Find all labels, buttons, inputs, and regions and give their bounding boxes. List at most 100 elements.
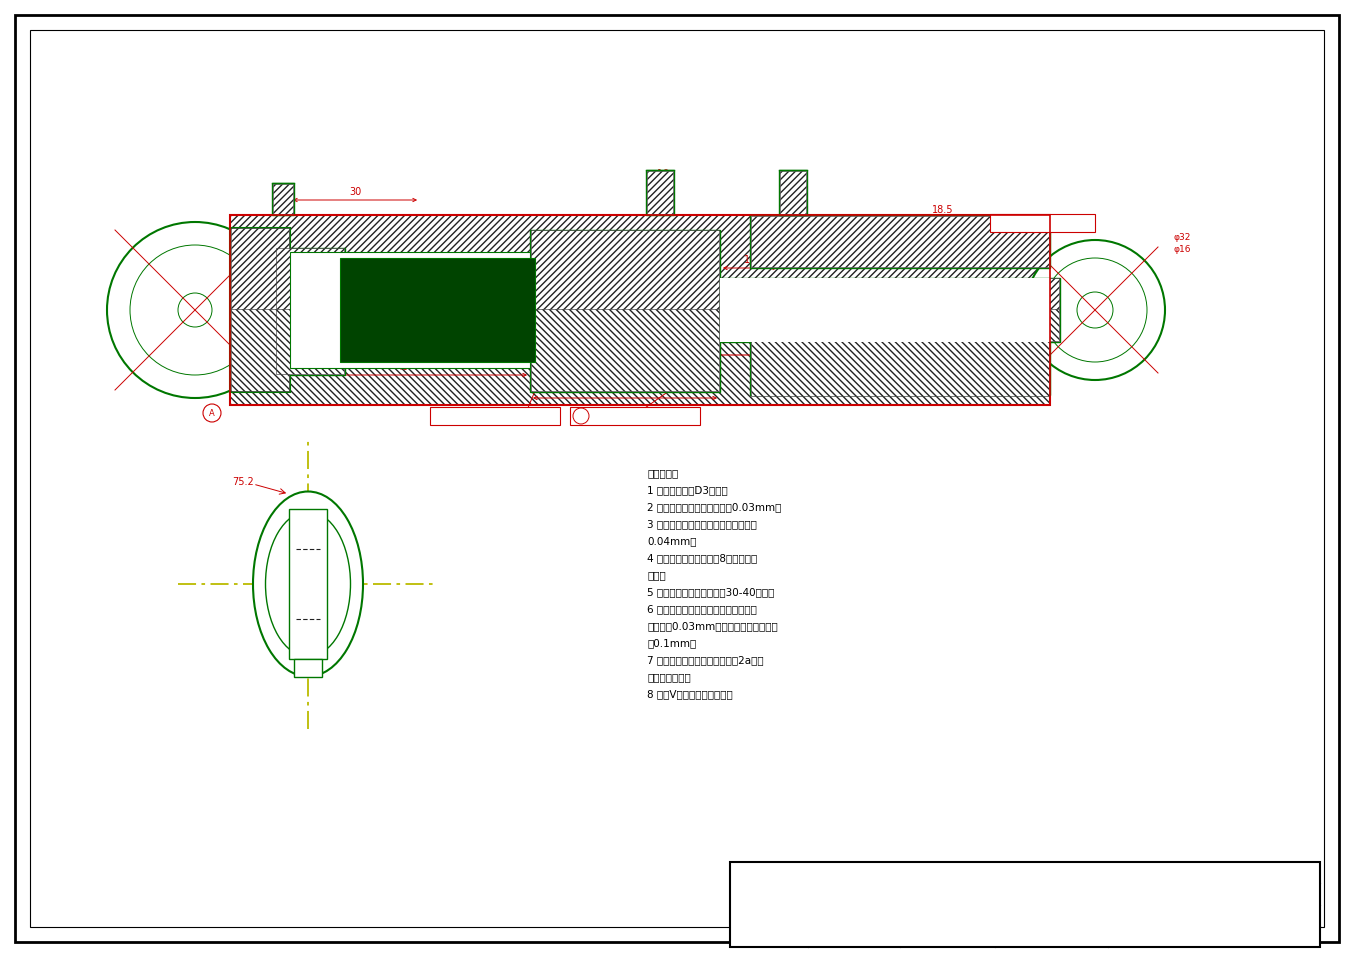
Text: 30: 30 — [349, 187, 362, 197]
Text: φ16: φ16 — [651, 168, 669, 177]
Text: /: / — [440, 411, 443, 421]
Bar — [395, 268, 435, 352]
Bar — [646, 170, 674, 215]
Bar — [780, 171, 806, 214]
Text: 40: 40 — [397, 362, 409, 372]
Circle shape — [1025, 240, 1164, 380]
Bar — [230, 310, 1049, 405]
Text: 移不大于0.03mm，其轴线不垂直度不大: 移不大于0.03mm，其轴线不垂直度不大 — [647, 621, 777, 631]
Text: /: / — [998, 218, 1002, 228]
Circle shape — [177, 293, 213, 327]
Text: φ16: φ16 — [1173, 244, 1190, 254]
Text: 50: 50 — [619, 255, 631, 265]
Text: 学号: 学号 — [812, 931, 826, 942]
Text: R16: R16 — [127, 355, 145, 365]
Bar — [340, 258, 535, 362]
Bar — [720, 278, 1060, 342]
Text: φ40: φ40 — [168, 243, 185, 253]
Bar — [431, 407, 561, 425]
Circle shape — [1043, 258, 1147, 362]
Ellipse shape — [253, 492, 363, 677]
Bar — [720, 309, 1059, 341]
Bar — [720, 278, 1049, 342]
Bar — [274, 184, 292, 214]
Text: φ50: φ50 — [168, 233, 185, 241]
Text: 比例: 比例 — [904, 910, 918, 920]
Bar — [275, 248, 345, 375]
Bar — [720, 278, 1059, 310]
Text: 形磨；: 形磨； — [647, 570, 666, 580]
Text: 7.5: 7.5 — [364, 285, 376, 295]
Text: 审核: 审核 — [735, 910, 749, 920]
Text: 3 端面固定缸头的缸体的端面跳动不大: 3 端面固定缸头的缸体的端面跳动不大 — [647, 519, 757, 529]
Text: 于0.1mm；: 于0.1mm； — [647, 638, 696, 648]
Text: 19.2: 19.2 — [244, 376, 261, 385]
Ellipse shape — [265, 511, 351, 657]
Bar — [529, 230, 720, 392]
Text: 35钐: 35钐 — [1039, 866, 1064, 879]
Bar — [230, 228, 290, 392]
Bar — [750, 215, 1049, 268]
Circle shape — [107, 222, 283, 398]
Text: 共 1 张  第 1 张: 共 1 张 第 1 张 — [974, 931, 1034, 942]
Bar — [288, 509, 328, 659]
Bar — [232, 228, 288, 310]
Text: φ32: φ32 — [1173, 233, 1190, 241]
Text: φ6: φ6 — [278, 199, 288, 209]
Bar — [230, 215, 1049, 405]
Text: A: A — [209, 409, 215, 417]
Text: 20: 20 — [445, 285, 455, 295]
Bar — [276, 248, 344, 310]
Circle shape — [1076, 292, 1113, 328]
Bar — [230, 215, 1049, 405]
Text: 16: 16 — [619, 385, 631, 395]
Text: 173.5: 173.5 — [626, 342, 654, 352]
Bar — [290, 252, 529, 368]
Text: 6 后耳环销孔中心线对缸体内径的轴偏: 6 后耳环销孔中心线对缸体内径的轴偏 — [647, 604, 757, 614]
Text: A: A — [682, 412, 689, 420]
Text: 0.04mm；: 0.04mm； — [647, 536, 696, 546]
Text: 16: 16 — [743, 255, 756, 265]
Text: 75.2: 75.2 — [232, 477, 255, 487]
Text: 1 缸体内径采用D3配合；: 1 缸体内径采用D3配合； — [647, 485, 727, 495]
Circle shape — [130, 245, 260, 375]
Bar — [232, 309, 288, 391]
Text: A: A — [543, 412, 550, 420]
Text: φ8: φ8 — [654, 180, 666, 189]
Text: 技术要求：: 技术要求： — [647, 468, 678, 478]
Bar — [345, 262, 395, 358]
Bar — [276, 309, 344, 374]
Text: φ0.002: φ0.002 — [615, 412, 646, 420]
Bar — [751, 341, 1049, 396]
Text: 4 缸体内表面的光洁度为8级，普通行: 4 缸体内表面的光洁度为8级，普通行 — [647, 553, 757, 563]
Text: 18.5: 18.5 — [932, 205, 953, 215]
Bar — [779, 170, 807, 215]
Bar — [230, 215, 1049, 310]
Text: 1:1: 1:1 — [1043, 910, 1060, 920]
Text: 7 缸体与缸盖用螺纹连接，采用2a级精: 7 缸体与缸盖用螺纹连接，采用2a级精 — [647, 655, 764, 665]
Bar — [750, 342, 1049, 395]
Text: 班级: 班级 — [735, 931, 749, 942]
Bar — [647, 171, 673, 214]
Text: 度的公制螺纹；: 度的公制螺纹； — [647, 672, 691, 682]
Text: 7: 7 — [487, 300, 493, 308]
Text: 活塞缸: 活塞缸 — [1201, 908, 1227, 923]
Bar — [751, 216, 1049, 267]
Text: φ0.002: φ0.002 — [474, 412, 506, 420]
Text: 图样代号: 图样代号 — [1201, 931, 1227, 942]
Bar — [730, 862, 1320, 947]
Text: T: T — [167, 293, 173, 303]
Bar — [990, 214, 1095, 232]
Text: 0.005: 0.005 — [1037, 218, 1063, 228]
Bar — [272, 183, 294, 215]
Text: 设计: 设计 — [735, 868, 749, 878]
Bar — [531, 309, 719, 391]
Bar — [531, 230, 719, 310]
Text: 校核: 校核 — [735, 889, 749, 899]
Bar — [720, 278, 750, 342]
Text: 14: 14 — [395, 300, 405, 308]
Text: 5 缸体表面进行退钓厚度为30-40微米；: 5 缸体表面进行退钓厚度为30-40微米； — [647, 587, 774, 597]
Bar — [294, 659, 322, 677]
Text: 8 采用V型密封圈进行密封。: 8 采用V型密封圈进行密封。 — [647, 689, 733, 699]
Bar — [570, 407, 700, 425]
